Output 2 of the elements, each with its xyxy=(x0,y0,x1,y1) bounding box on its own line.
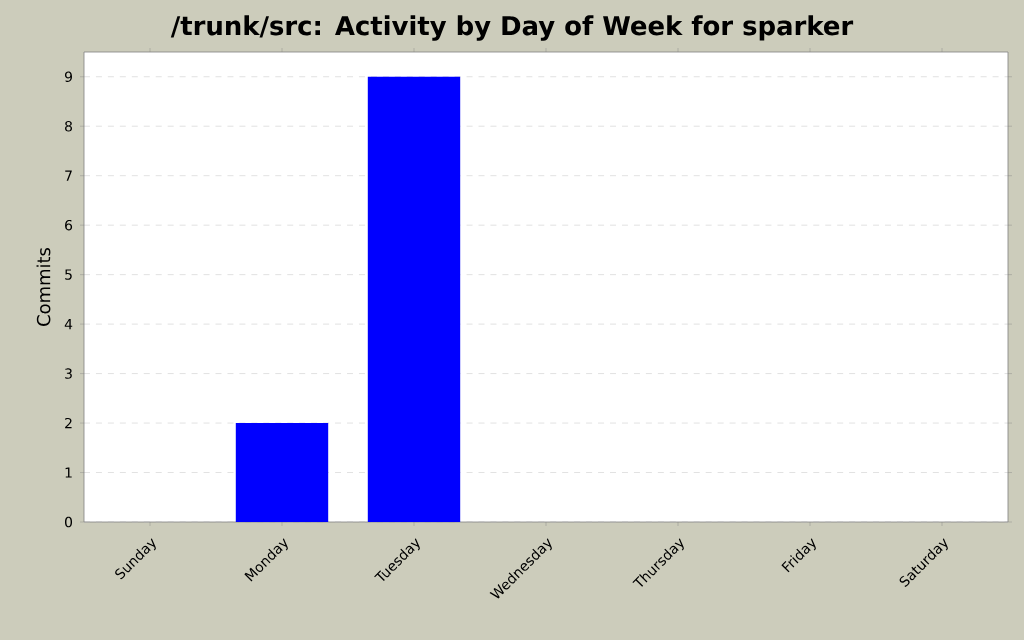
y-axis-title: Commits xyxy=(36,247,51,326)
chart-title: /trunk/src: Activity by Day of Week for sparker xyxy=(170,15,854,41)
